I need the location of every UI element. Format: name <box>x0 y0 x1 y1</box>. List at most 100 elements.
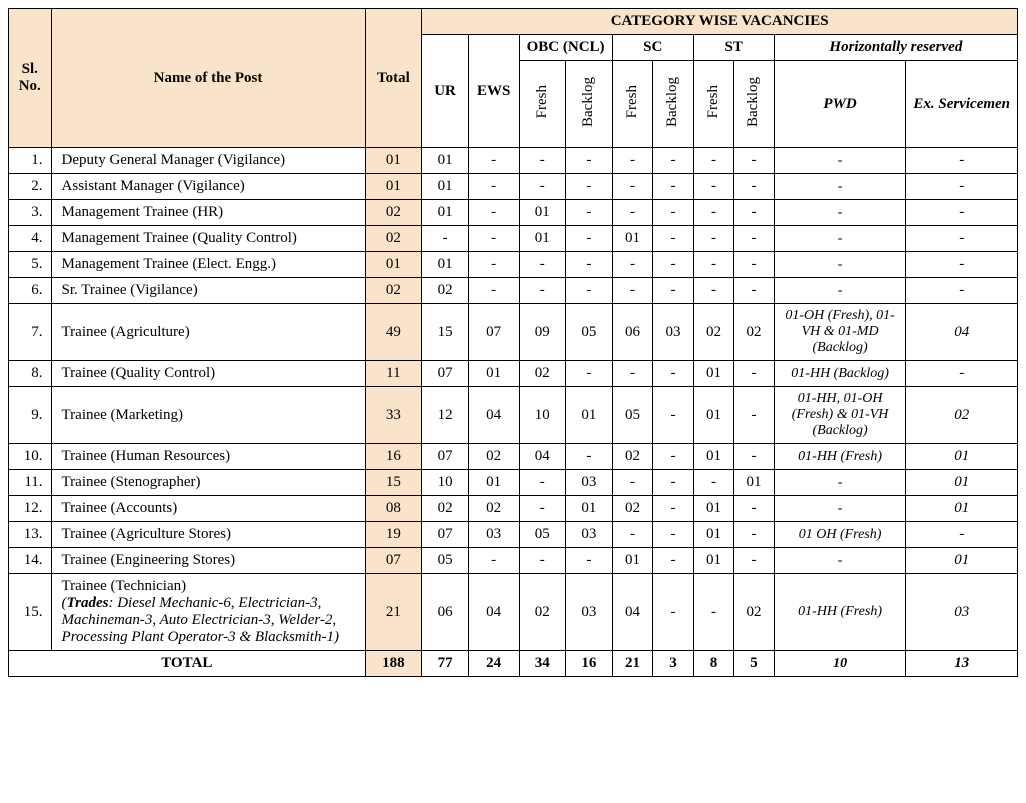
cell-ews: 01 <box>468 361 519 387</box>
cell-st-fresh: 02 <box>693 304 734 361</box>
cell-obc-fresh: 02 <box>519 574 566 651</box>
cell-obc-fresh: 09 <box>519 304 566 361</box>
cell-post: Sr. Trainee (Vigilance) <box>51 278 365 304</box>
cell-ur: - <box>422 226 469 252</box>
cell-sc-backlog: - <box>653 361 694 387</box>
cell-obc-fresh: - <box>519 496 566 522</box>
cell-post: Trainee (Technician)(Trades: Diesel Mech… <box>51 574 365 651</box>
table-row: 1.Deputy General Manager (Vigilance)0101… <box>9 148 1018 174</box>
cell-sl: 12. <box>9 496 52 522</box>
cell-total: 19 <box>365 522 422 548</box>
cell-sc-fresh: - <box>612 361 653 387</box>
cell-sl: 14. <box>9 548 52 574</box>
cell-total: 02 <box>365 226 422 252</box>
cell-ex: 01 <box>906 444 1018 470</box>
cell-ur: 02 <box>422 496 469 522</box>
cell-st-backlog: - <box>734 200 775 226</box>
cell-post: Trainee (Accounts) <box>51 496 365 522</box>
cell-st-fresh: 01 <box>693 444 734 470</box>
cell-ews: - <box>468 226 519 252</box>
cell-st-backlog: - <box>734 148 775 174</box>
cell-ur: 07 <box>422 361 469 387</box>
cell-sc-fresh: 01 <box>612 226 653 252</box>
cell-pwd: 01 OH (Fresh) <box>774 522 906 548</box>
cell-sc-backlog: - <box>653 226 694 252</box>
cell-total: 02 <box>365 200 422 226</box>
total-obc-backlog: 16 <box>566 651 613 677</box>
cell-st-backlog: - <box>734 522 775 548</box>
table-row: 4.Management Trainee (Quality Control)02… <box>9 226 1018 252</box>
col-post-name: Name of the Post <box>51 9 365 148</box>
cell-obc-backlog: - <box>566 226 613 252</box>
cell-sl: 6. <box>9 278 52 304</box>
cell-st-backlog: - <box>734 496 775 522</box>
cell-sc-backlog: - <box>653 252 694 278</box>
cell-sl: 1. <box>9 148 52 174</box>
cell-post: Deputy General Manager (Vigilance) <box>51 148 365 174</box>
post-trades-line: (Trades: Diesel Mechanic-6, Electrician-… <box>62 595 359 646</box>
total-sc-backlog: 3 <box>653 651 694 677</box>
col-st: ST <box>693 35 774 61</box>
cell-ews: - <box>468 278 519 304</box>
cell-ews: 02 <box>468 444 519 470</box>
table-row: 3.Management Trainee (HR)0201-01------- <box>9 200 1018 226</box>
table-row: 11.Trainee (Stenographer)151001-03---01-… <box>9 470 1018 496</box>
cell-ex: - <box>906 361 1018 387</box>
cell-pwd: 01-HH (Backlog) <box>774 361 906 387</box>
cell-sc-fresh: - <box>612 278 653 304</box>
cell-sc-fresh: - <box>612 252 653 278</box>
table-row: 8.Trainee (Quality Control)11070102---01… <box>9 361 1018 387</box>
total-sc-fresh: 21 <box>612 651 653 677</box>
cell-obc-backlog: - <box>566 174 613 200</box>
total-total: 188 <box>365 651 422 677</box>
total-ur: 77 <box>422 651 469 677</box>
cell-ex: - <box>906 200 1018 226</box>
cell-total: 01 <box>365 174 422 200</box>
total-pwd: 10 <box>774 651 906 677</box>
cell-total: 01 <box>365 148 422 174</box>
cell-st-backlog: 01 <box>734 470 775 496</box>
cell-sc-backlog: - <box>653 574 694 651</box>
cell-post: Management Trainee (Elect. Engg.) <box>51 252 365 278</box>
cell-sl: 9. <box>9 387 52 444</box>
col-pwd: PWD <box>774 61 906 148</box>
vacancy-table: Sl. No. Name of the Post Total CATEGORY … <box>8 8 1018 677</box>
cell-st-fresh: - <box>693 252 734 278</box>
cell-obc-fresh: 05 <box>519 522 566 548</box>
cell-sc-fresh: - <box>612 470 653 496</box>
cell-total: 11 <box>365 361 422 387</box>
cell-ur: 05 <box>422 548 469 574</box>
cell-ur: 07 <box>422 522 469 548</box>
cell-post: Trainee (Agriculture) <box>51 304 365 361</box>
table-row: 12.Trainee (Accounts)080202-0102-01--01 <box>9 496 1018 522</box>
cell-st-fresh: 01 <box>693 548 734 574</box>
cell-pwd: - <box>774 148 906 174</box>
cell-ews: 01 <box>468 470 519 496</box>
cell-sc-backlog: - <box>653 470 694 496</box>
table-row: 6.Sr. Trainee (Vigilance)0202--------- <box>9 278 1018 304</box>
cell-total: 01 <box>365 252 422 278</box>
cell-obc-fresh: - <box>519 252 566 278</box>
cell-sc-backlog: - <box>653 522 694 548</box>
col-ur: UR <box>422 35 469 148</box>
cell-post: Trainee (Agriculture Stores) <box>51 522 365 548</box>
cell-sc-fresh: 04 <box>612 574 653 651</box>
cell-ur: 06 <box>422 574 469 651</box>
cell-obc-backlog: 03 <box>566 522 613 548</box>
table-row: 2.Assistant Manager (Vigilance)0101-----… <box>9 174 1018 200</box>
cell-obc-fresh: 01 <box>519 226 566 252</box>
cell-obc-fresh: 10 <box>519 387 566 444</box>
cell-ews: 04 <box>468 574 519 651</box>
cell-obc-backlog: - <box>566 200 613 226</box>
cell-pwd: - <box>774 470 906 496</box>
cell-sl: 2. <box>9 174 52 200</box>
table-row: 9.Trainee (Marketing)331204100105-01-01-… <box>9 387 1018 444</box>
cell-ex: 01 <box>906 496 1018 522</box>
cell-ur: 01 <box>422 174 469 200</box>
cell-st-fresh: - <box>693 226 734 252</box>
table-total-row: TOTAL18877243416213851013 <box>9 651 1018 677</box>
cell-st-fresh: - <box>693 574 734 651</box>
cell-ur: 12 <box>422 387 469 444</box>
cell-sc-backlog: - <box>653 548 694 574</box>
cell-ex: 04 <box>906 304 1018 361</box>
